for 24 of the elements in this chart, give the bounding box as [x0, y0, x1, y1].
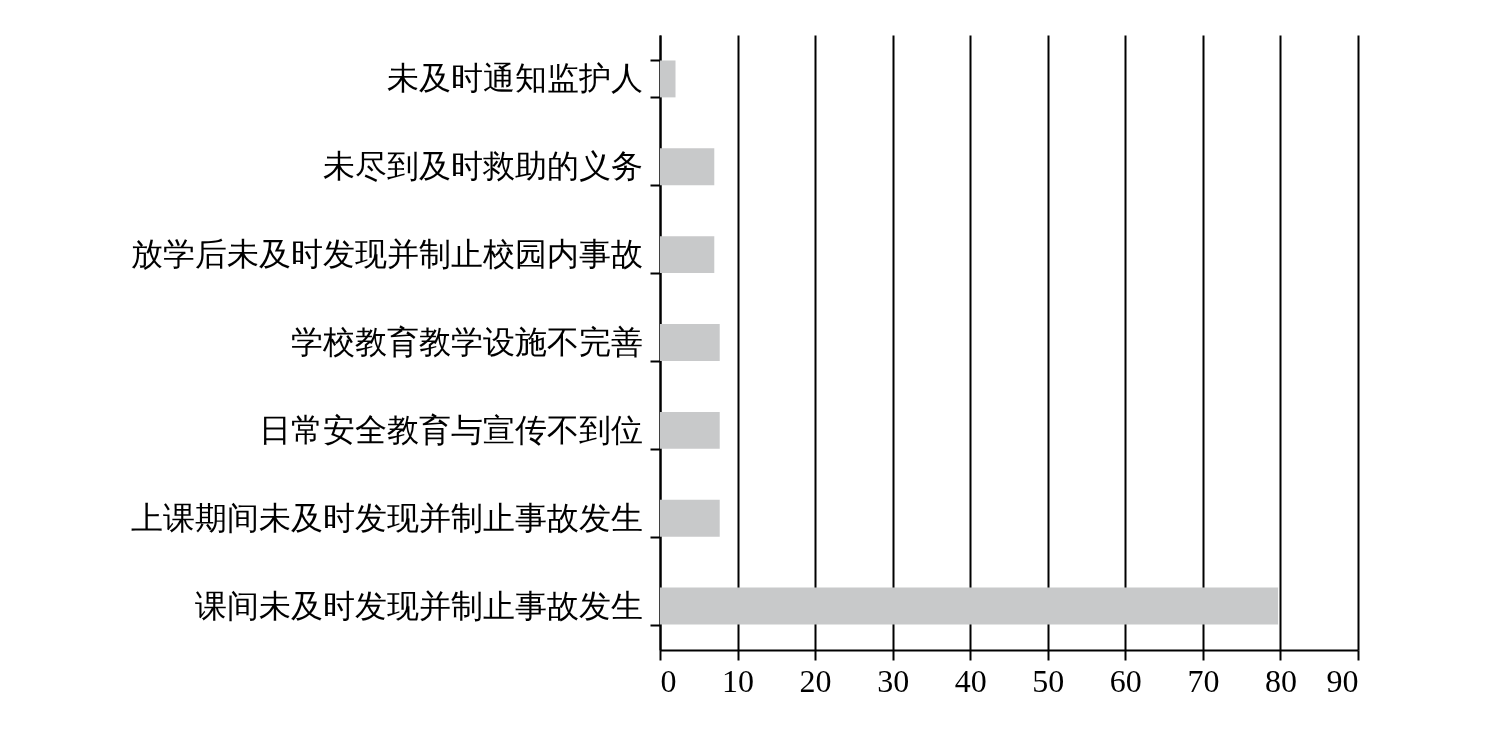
bar [660, 236, 715, 274]
bar [660, 587, 1279, 625]
x-tick-label: 50 [1032, 662, 1065, 699]
x-tick-label: 70 [1187, 662, 1220, 699]
bar [660, 148, 715, 186]
y-tick-label: 上课期间未及时发现并制止事故发生 [130, 499, 643, 536]
bar [660, 324, 720, 361]
x-tick-label: 30 [877, 662, 910, 699]
y-tick-label: 放学后未及时发现并制止校园内事故 [130, 236, 643, 273]
y-tick-label: 日常安全教育与宣传不到位 [258, 411, 643, 448]
x-tick-label: 80 [1264, 662, 1297, 699]
x-tick-label: 10 [722, 662, 755, 699]
bar [660, 411, 720, 449]
bar [660, 60, 676, 98]
x-tick-label: 20 [799, 662, 832, 699]
x-tick-label: 0 [660, 662, 677, 699]
x-tick-label: 90 [1326, 662, 1359, 699]
y-tick-label: 学校教育教学设施不完善 [290, 324, 643, 360]
y-tick-label: 未及时通知监护人 [386, 60, 643, 97]
y-tick-label: 课间未及时发现并制止事故发生 [194, 587, 643, 624]
y-tick-label: 未尽到及时救助的义务 [322, 148, 643, 185]
bar [660, 499, 720, 537]
x-tick-label: 60 [1109, 662, 1142, 699]
x-tick-label: 40 [954, 662, 987, 699]
